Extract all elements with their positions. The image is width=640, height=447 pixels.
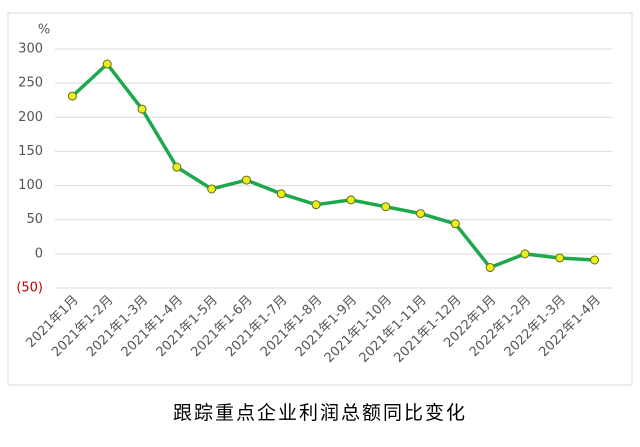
data-point <box>67 91 77 101</box>
data-point <box>485 263 495 273</box>
y-unit: % <box>38 23 50 38</box>
chart-frame <box>7 12 633 386</box>
data-point <box>137 104 147 114</box>
data-point <box>555 253 565 263</box>
data-point <box>450 219 460 229</box>
chart-title: 跟踪重点企业利润总额同比变化 <box>173 402 467 424</box>
data-point <box>520 249 530 259</box>
y-tick-label: 150 <box>18 144 43 159</box>
data-line <box>71 62 595 270</box>
data-point <box>381 202 391 212</box>
y-tick-label: 100 <box>18 178 43 193</box>
data-point <box>102 59 112 69</box>
y-tick-label: 200 <box>18 110 43 125</box>
y-tick-label: 50 <box>26 212 43 227</box>
data-point <box>207 184 217 194</box>
x-tick-label: 2022年1-4月 <box>536 293 603 360</box>
y-tick-label: 0 <box>35 246 43 261</box>
y-tick-label: 250 <box>18 76 43 91</box>
data-point <box>276 189 286 199</box>
data-point <box>590 255 600 265</box>
y-tick-label: (50) <box>16 281 43 296</box>
data-point <box>416 209 426 219</box>
data-point <box>241 175 251 185</box>
data-point <box>346 195 356 205</box>
data-point <box>172 162 182 172</box>
y-tick-label: 300 <box>18 42 43 57</box>
data-point <box>311 200 321 210</box>
